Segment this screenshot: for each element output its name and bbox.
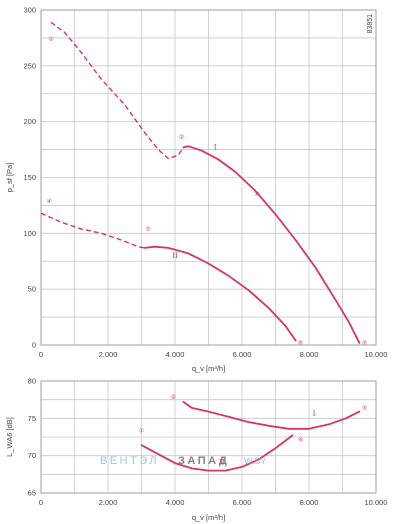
- y-tick-label: 300: [23, 6, 36, 15]
- series-I-line: [182, 401, 361, 430]
- watermark-text-3: W.BY: [244, 456, 267, 466]
- x-tick-label: 0: [39, 350, 43, 359]
- y-tick-label: 75: [28, 414, 36, 423]
- operating-point-label: ②: [179, 134, 184, 141]
- y-axis-label: p_sf [Pa]: [5, 163, 14, 193]
- series-I-dashed-line: [50, 21, 184, 160]
- operating-point-label: ④: [47, 198, 52, 205]
- operating-point-label: ⑤: [146, 226, 151, 233]
- operating-point-label: ①: [139, 428, 144, 435]
- series-II-line: [143, 245, 297, 342]
- x-axis-label: q_v [m³/h]: [192, 364, 225, 373]
- watermark-text-1: ВЕНТЭЛ: [100, 455, 159, 467]
- y-tick-label: 200: [23, 117, 36, 126]
- series-roman-label: I: [313, 409, 316, 418]
- y-tick-label: 65: [28, 489, 36, 498]
- y-tick-label: 70: [28, 451, 36, 460]
- x-tick-label: 8.000: [300, 350, 319, 359]
- x-tick-label: 8.000: [300, 498, 319, 507]
- operating-point-label: ②: [171, 394, 176, 401]
- x-tick-label: 4.000: [166, 350, 185, 359]
- operating-point-label: ③: [362, 340, 367, 347]
- series-I-line: [182, 145, 361, 344]
- x-tick-label: 6.000: [233, 350, 252, 359]
- operating-point-label: ⑥: [298, 436, 303, 443]
- operating-point-label: ⑥: [298, 340, 303, 347]
- chart-code-label: 83851: [367, 14, 374, 34]
- y-tick-label: 80: [28, 377, 36, 386]
- y-tick-label: 50: [28, 285, 36, 294]
- watermark-text-2: ЗАПАД: [178, 455, 229, 467]
- x-tick-label: 2.000: [99, 350, 118, 359]
- x-tick-label: 0: [39, 498, 43, 507]
- plot-frame: [40, 9, 377, 346]
- y-tick-label: 250: [23, 61, 36, 70]
- series-II-dashed-line: [40, 212, 145, 249]
- series-roman-label: II: [172, 251, 178, 260]
- watermark: ВЕНТЭЛ ЗАПАД W.BY: [100, 455, 267, 467]
- y-tick-label: 150: [23, 173, 36, 182]
- operating-point-label: ③: [362, 405, 367, 412]
- pressure-chart: 0 2.000 4.000 6.000 8.000 10.000 0 50 100 150 200 2…: [5, 6, 387, 374]
- x-tick-label: 10.000: [365, 350, 388, 359]
- sound-power-chart: 0 2.000 4.000 6.000 8.000 10.000 65 70 75 80 q_v […: [5, 377, 387, 523]
- x-tick-label: 4.000: [166, 498, 185, 507]
- series-II-line: [140, 434, 294, 472]
- x-tick-label: 2.000: [99, 498, 118, 507]
- y-tick-label: 100: [23, 229, 36, 238]
- operating-point-label: ①: [48, 36, 53, 43]
- operating-point-label: ⑩: [254, 191, 259, 198]
- y-axis-label: L_WA6 [dB]: [5, 417, 14, 457]
- y-tick-label: 0: [32, 341, 36, 350]
- series-roman-label: II: [219, 458, 225, 467]
- x-tick-label: 6.000: [233, 498, 252, 507]
- series-roman-label: I: [214, 143, 217, 152]
- x-tick-label: 10.000: [365, 498, 388, 507]
- plot-frame: [40, 380, 377, 494]
- x-axis-label: q_v [m³/h]: [192, 513, 225, 522]
